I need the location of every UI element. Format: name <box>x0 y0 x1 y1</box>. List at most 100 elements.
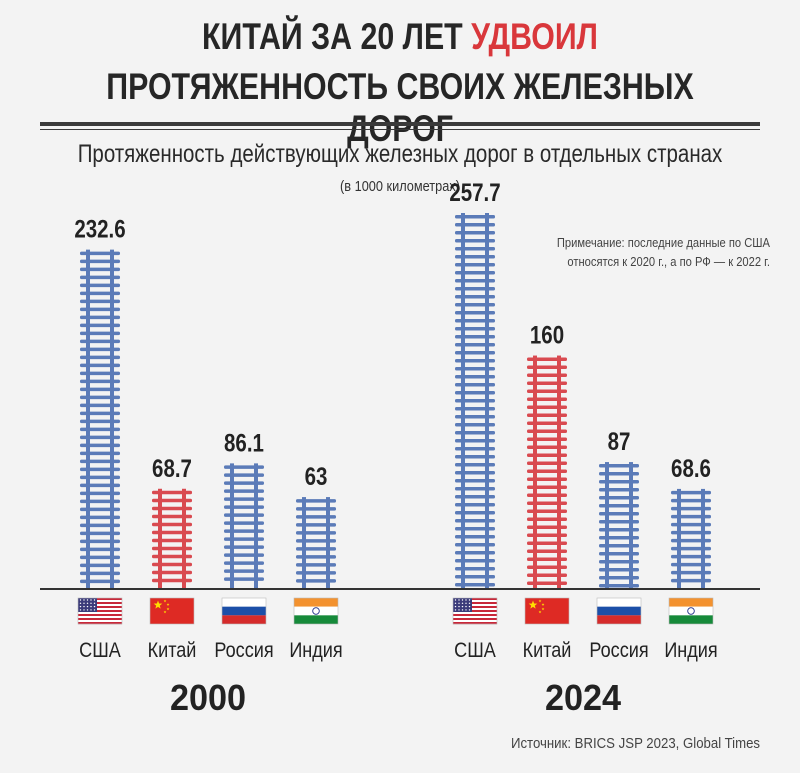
rail-sleeper <box>80 451 120 456</box>
rail-sleeper <box>599 528 639 532</box>
rail-sleeper <box>455 335 495 339</box>
rail-sleeper <box>80 403 120 408</box>
rail-sleeper <box>455 239 495 243</box>
rail-sleeper <box>80 275 120 280</box>
rail-sleeper <box>671 570 711 575</box>
rail-sleeper <box>296 563 336 567</box>
rail-sleeper <box>80 291 120 296</box>
rail-sleeper <box>455 319 495 323</box>
rail-sleeper <box>599 560 639 564</box>
rail-sleeper <box>80 555 120 560</box>
rail-sleeper <box>152 490 192 495</box>
rail-sleeper <box>455 375 495 379</box>
rail-sleeper <box>527 549 567 554</box>
rail-sleeper <box>599 584 639 588</box>
rail-sleeper <box>527 413 567 418</box>
rail-sleeper <box>455 287 495 291</box>
rail-sleeper <box>80 323 120 328</box>
rail-sleeper <box>80 331 120 336</box>
us-flag-icon <box>452 597 498 625</box>
category-label: США <box>454 639 496 663</box>
rail-sleeper <box>224 561 264 565</box>
rail-sleeper <box>455 223 495 227</box>
rail-sleeper <box>80 459 120 464</box>
rail-sleeper <box>296 571 336 575</box>
rail-sleeper <box>224 473 264 477</box>
rail-sleeper <box>455 423 495 427</box>
rail-sleeper <box>527 565 567 570</box>
rail-sleeper <box>527 525 567 530</box>
rail-sleeper <box>80 547 120 552</box>
rail-sleeper <box>455 431 495 435</box>
rail-sleeper <box>80 363 120 368</box>
rail-sleeper <box>599 480 639 484</box>
rail-sleeper <box>152 498 192 503</box>
rail-sleeper <box>224 537 264 541</box>
rail-sleeper <box>80 387 120 392</box>
china-flag-icon <box>149 597 195 625</box>
value-label: 160 <box>530 321 564 349</box>
rail-sleeper <box>455 303 495 307</box>
rail-sleeper <box>80 379 120 384</box>
rail-sleeper <box>80 251 120 256</box>
rail-sleeper <box>224 513 264 517</box>
rail-left <box>230 463 234 589</box>
rail-sleeper <box>527 501 567 506</box>
rail-sleeper <box>296 499 336 503</box>
rail-sleeper <box>224 577 264 581</box>
rail-sleeper <box>455 535 495 539</box>
year-label: 2024 <box>545 678 622 718</box>
rail-sleeper <box>527 365 567 370</box>
rail-sleeper <box>80 571 120 576</box>
rail-sleeper <box>455 263 495 267</box>
rail-sleeper <box>671 498 711 503</box>
divider-thin <box>40 129 760 130</box>
rail-sleeper <box>224 465 264 469</box>
rail-sleeper <box>599 552 639 556</box>
divider-thick <box>40 122 760 126</box>
value-label: 63 <box>305 462 328 490</box>
us-flag-icon <box>77 597 123 625</box>
rail-sleeper <box>599 472 639 476</box>
rail-sleeper <box>455 255 495 259</box>
rail-sleeper <box>455 471 495 475</box>
rail-sleeper <box>152 554 192 559</box>
value-label: 257.7 <box>449 178 500 206</box>
rail-sleeper <box>455 575 495 579</box>
rail-sleeper <box>80 411 120 416</box>
rail-sleeper <box>296 515 336 519</box>
chart-title: Протяженность действующих железных дорог… <box>77 140 723 168</box>
rail-sleeper <box>455 407 495 411</box>
value-label: 68.7 <box>152 454 192 482</box>
rail-sleeper <box>80 283 120 288</box>
rail-sleeper <box>224 545 264 549</box>
rail-sleeper <box>152 562 192 567</box>
rail-sleeper <box>455 455 495 459</box>
rail-sleeper <box>152 506 192 511</box>
rail-sleeper <box>527 397 567 402</box>
rail-sleeper <box>455 583 495 587</box>
rail-sleeper <box>152 570 192 575</box>
rail-sleeper <box>671 530 711 535</box>
india-flag-icon <box>293 597 339 625</box>
rail-sleeper <box>455 415 495 419</box>
value-label: 232.6 <box>74 215 125 243</box>
rail-sleeper <box>80 443 120 448</box>
category-label: Индия <box>289 639 342 663</box>
rail-sleeper <box>671 506 711 511</box>
russia-flag-icon <box>221 597 267 625</box>
india-flag-icon <box>668 597 714 625</box>
rail-sleeper <box>80 315 120 320</box>
rail-sleeper <box>455 343 495 347</box>
rail-sleeper <box>224 489 264 493</box>
chart-unit-label: (в 1000 километрах) <box>340 178 460 195</box>
rail-sleeper <box>527 493 567 498</box>
rail-sleeper <box>455 327 495 331</box>
rail-sleeper <box>671 562 711 567</box>
rail-sleeper <box>80 531 120 536</box>
rail-sleeper <box>599 496 639 500</box>
rail-right <box>254 463 258 589</box>
bar-2000-3 <box>296 497 336 589</box>
rail-sleeper <box>671 522 711 527</box>
rail-sleeper <box>224 553 264 557</box>
